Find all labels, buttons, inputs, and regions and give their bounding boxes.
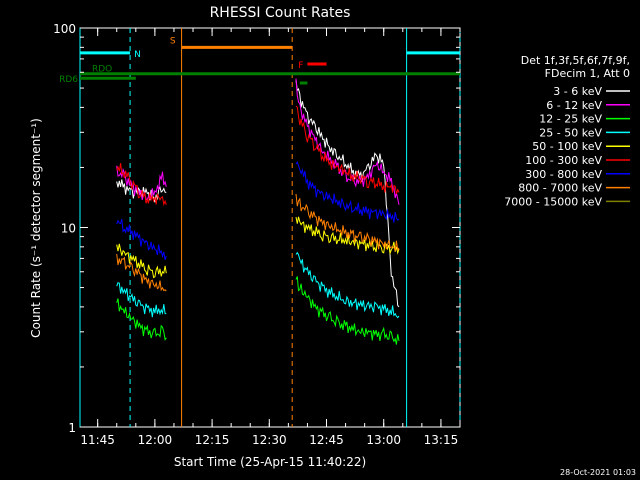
annotation-label-2: S — [170, 36, 176, 46]
annotation-label-3: F — [298, 61, 303, 71]
legend-label-5: 100 - 300 keV — [525, 154, 602, 167]
y-tick-label-1: 10 — [61, 222, 76, 236]
series-line-7-segment-1 — [295, 193, 400, 253]
x-tick-label-3: 12:30 — [252, 433, 287, 447]
series-lines — [116, 78, 400, 345]
series-line-2-segment-0 — [116, 298, 167, 341]
series-line-2-segment-1 — [295, 276, 400, 345]
x-tick-label-1: 12:00 — [138, 433, 173, 447]
series-line-5-segment-1 — [295, 105, 400, 194]
legend-label-6: 300 - 800 keV — [525, 168, 602, 181]
legend-label-0: 3 - 6 keV — [553, 85, 602, 98]
x-tick-label-5: 13:00 — [366, 433, 401, 447]
series-line-1-segment-1 — [295, 78, 400, 205]
y-tick-label-2: 100 — [53, 22, 76, 36]
annotation-label-4: RDO — [92, 65, 112, 75]
series-line-5-segment-0 — [116, 163, 167, 207]
annotation-bars: N S F RDO RD6 — [59, 36, 460, 85]
series-line-0-segment-1 — [295, 79, 400, 308]
x-tick-label-0: 11:45 — [80, 433, 115, 447]
y-tick-label-0: 1 — [68, 421, 76, 435]
series-line-6-segment-1 — [295, 160, 400, 223]
series-line-3-segment-1 — [295, 251, 400, 319]
legend-label-1: 6 - 12 keV — [546, 99, 602, 112]
series-line-6-segment-0 — [116, 218, 167, 260]
plot-timestamp: 28-Oct-2021 01:03 — [560, 468, 636, 477]
series-line-4-segment-0 — [116, 243, 167, 279]
legend-label-4: 50 - 100 keV — [532, 140, 602, 153]
legend-label-8: 7000 - 15000 keV — [504, 195, 602, 208]
annotation-label-5: RD6 — [59, 75, 78, 85]
legend-label-2: 12 - 25 keV — [539, 113, 602, 126]
x-tick-label-2: 12:15 — [195, 433, 230, 447]
series-line-4-segment-1 — [295, 216, 400, 256]
legend-header-line-2: FDecim 1, Att 0 — [545, 67, 630, 80]
legend-label-7: 800 - 7000 keV — [518, 182, 602, 195]
x-tick-label-4: 12:45 — [309, 433, 344, 447]
axis-ticks: 11:45 12:00 12:15 12:30 12:45 13:00 13:15 1 10 10… — [53, 22, 461, 447]
series-line-7-segment-0 — [116, 253, 167, 292]
legend: Det 1f,3f,5f,6f,7f,9f, FDecim 1, Att 0 3… — [504, 54, 630, 208]
legend-header-line-1: Det 1f,3f,5f,6f,7f,9f, — [521, 54, 630, 67]
legend-label-3: 25 - 50 keV — [539, 126, 602, 139]
x-axis-label: Start Time (25-Apr-15 11:40:22) — [174, 455, 366, 469]
x-tick-label-6: 13:15 — [424, 433, 459, 447]
series-line-3-segment-0 — [116, 282, 167, 318]
annotation-label-0: N — [134, 50, 141, 60]
y-axis-label: Count Rate (s⁻¹ detector segment⁻¹) — [29, 118, 43, 338]
chart-title: RHESSI Count Rates — [210, 5, 351, 21]
